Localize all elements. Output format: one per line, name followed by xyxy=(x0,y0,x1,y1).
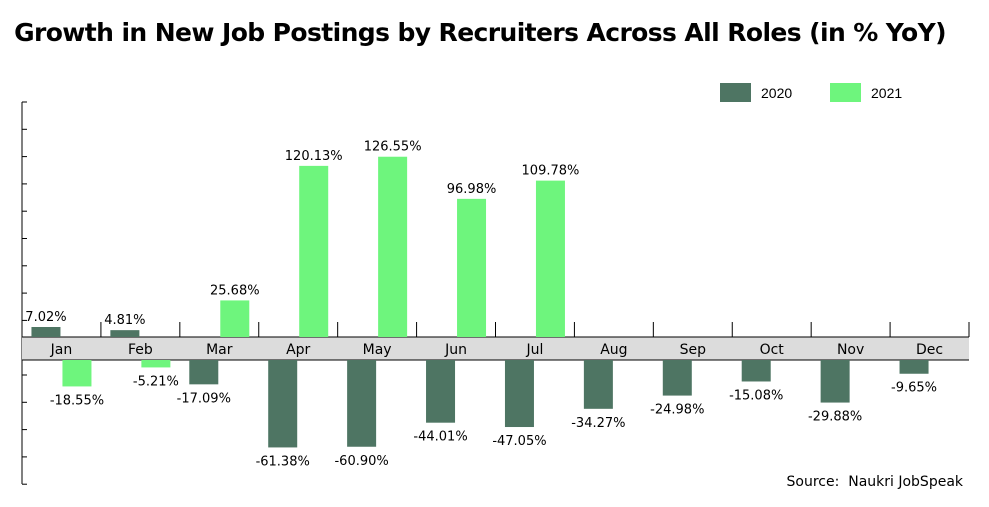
legend-item-2020: 2020 xyxy=(720,83,792,102)
data-label-2020-Dec: -9.65% xyxy=(891,381,937,396)
x-tick-label: Sep xyxy=(680,342,707,358)
data-label-2020-Feb: 4.81% xyxy=(104,313,145,328)
bar-2021-Jan xyxy=(62,360,92,387)
bar-2020-May xyxy=(347,360,377,447)
data-label-2021-Feb: -5.21% xyxy=(133,374,179,389)
chart-title: Growth in New Job Postings by Recruiters… xyxy=(14,18,946,47)
x-tick-label: Jul xyxy=(526,342,544,358)
data-label-2020-Aug: -34.27% xyxy=(571,416,625,431)
data-label-2021-May: 126.55% xyxy=(364,140,422,155)
bar-2020-Apr xyxy=(268,360,298,448)
x-tick-label: Nov xyxy=(837,342,864,358)
bar-2021-Mar xyxy=(220,300,250,337)
x-tick-label: Feb xyxy=(128,342,153,358)
bar-2020-Sep xyxy=(662,360,692,396)
x-tick-label: May xyxy=(363,342,392,358)
data-label-2020-Oct: -15.08% xyxy=(729,388,783,403)
bar-2020-Nov xyxy=(820,360,850,403)
category-band xyxy=(22,337,969,360)
data-label-2020-Jun: -44.01% xyxy=(413,430,467,445)
x-tick-label: Dec xyxy=(916,342,943,358)
x-tick-label: Jan xyxy=(50,342,73,358)
bar-2021-Jun xyxy=(457,198,487,337)
data-label-2021-Jul: 109.78% xyxy=(522,164,580,179)
data-label-2020-Sep: -24.98% xyxy=(650,403,704,418)
x-tick-label: Jun xyxy=(444,342,467,358)
bar-2020-Oct xyxy=(741,360,771,382)
bar-2021-Feb xyxy=(141,360,171,368)
legend-label-2021: 2021 xyxy=(871,84,903,101)
bar-2020-Dec xyxy=(899,360,929,374)
x-tick-label: Aug xyxy=(600,342,627,358)
legend-label-2020: 2020 xyxy=(761,84,793,101)
bar-2020-Feb xyxy=(110,330,140,337)
data-label-2020-May: -60.90% xyxy=(334,454,388,469)
legend-swatch-2021 xyxy=(830,83,861,102)
bar-2020-Jul xyxy=(504,360,534,428)
data-label-2021-Mar: 25.68% xyxy=(210,283,260,298)
x-tick-label: Oct xyxy=(760,342,785,358)
legend-swatch-2020 xyxy=(720,83,751,102)
bar-2020-Mar xyxy=(189,360,219,385)
data-label-2020-Nov: -29.88% xyxy=(808,410,862,425)
data-label-2020-Jan: 7.02% xyxy=(25,310,66,325)
data-label-2021-Apr: 120.13% xyxy=(285,149,343,164)
bar-2020-Jan xyxy=(31,327,61,337)
x-tick-label: Apr xyxy=(286,342,310,358)
bar-2020-Jun xyxy=(426,360,456,423)
bar-2021-Apr xyxy=(299,165,329,337)
data-label-2020-Mar: -17.09% xyxy=(177,391,231,406)
data-label-2021-Jun: 96.98% xyxy=(447,182,497,197)
source-note: Source: Naukri JobSpeak xyxy=(786,474,963,490)
data-label-2020-Apr: -61.38% xyxy=(256,454,310,469)
data-label-2021-Jan: -18.55% xyxy=(50,393,104,408)
x-tick-label: Mar xyxy=(206,342,233,358)
data-label-2020-Jul: -47.05% xyxy=(492,434,546,449)
bar-2021-May xyxy=(378,156,408,337)
bar-2021-Jul xyxy=(535,180,565,337)
bar-2020-Aug xyxy=(583,360,613,409)
legend-item-2021: 2021 xyxy=(830,83,902,102)
